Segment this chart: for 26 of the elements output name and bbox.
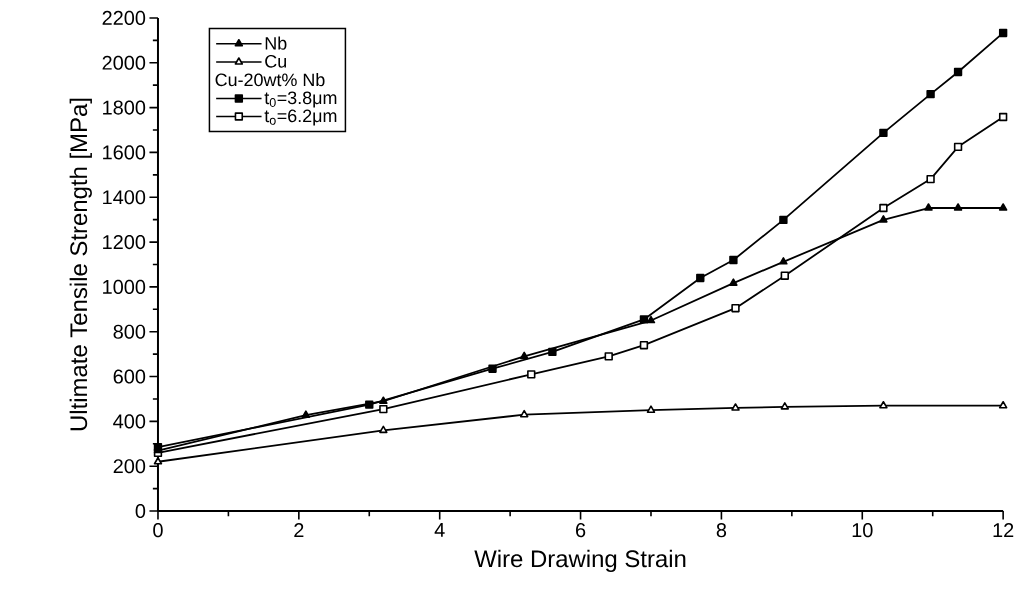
y-tick-label: 2200 xyxy=(102,10,146,25)
x-tick-label: 8 xyxy=(716,523,727,538)
y-tick-label: 1800 xyxy=(103,100,146,115)
y-tick-label: 1000 xyxy=(103,279,146,294)
x-tick-label: 2 xyxy=(294,523,304,538)
y-tick-label: 400 xyxy=(113,414,146,429)
y-tick-label: 0 xyxy=(135,504,146,519)
x-tick-label: 4 xyxy=(434,523,445,537)
y-tick-label: 1200 xyxy=(103,235,146,250)
legend-label: Nb xyxy=(265,36,287,50)
legend-title: Cu-20wt% Nb xyxy=(215,73,325,87)
x-tick-label: 12 xyxy=(993,523,1014,538)
x-tick-label: 0 xyxy=(153,523,163,538)
y-tick-label: 200 xyxy=(113,459,146,474)
y-axis-title: Ultimate Tensile Strength [MPa] xyxy=(69,98,92,431)
legend-label: Cu xyxy=(265,54,287,68)
x-tick-label: 10 xyxy=(852,523,873,538)
legend-label: t$_{0}$=3.8μm xyxy=(264,91,337,108)
x-axis-title: Wire Drawing Strain xyxy=(474,549,686,573)
legend-label: t$_{o}$=6.2μm xyxy=(264,109,337,126)
y-tick-label: 800 xyxy=(113,324,146,339)
y-tick-label: 2000 xyxy=(102,55,146,70)
y-tick-label: 1400 xyxy=(103,190,146,205)
y-tick-label: 1600 xyxy=(103,145,146,160)
y-tick-label: 600 xyxy=(113,369,146,384)
x-tick-label: 6 xyxy=(576,523,586,538)
